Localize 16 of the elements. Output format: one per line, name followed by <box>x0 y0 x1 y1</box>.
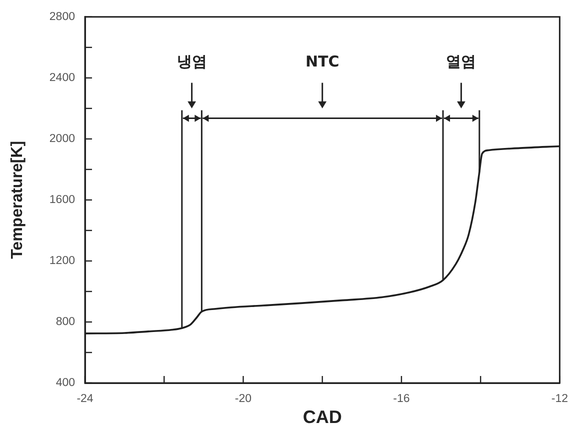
x-axis-title: CAD <box>302 407 342 428</box>
y-tick-label: 1200 <box>49 255 75 268</box>
y-axis-title: Temperature[K] <box>9 140 26 259</box>
y-tick-label: 2400 <box>49 72 75 84</box>
x-tick-label: -16 <box>393 393 410 406</box>
annotation: 냉염 <box>176 52 207 71</box>
annotation: 열염 <box>446 52 476 71</box>
x-tick-label: -20 <box>234 393 252 406</box>
y-tick-label: 400 <box>56 377 75 390</box>
y-tick-label: 800 <box>56 316 75 328</box>
x-tick-label: -24 <box>76 393 94 406</box>
y-tick-label: 1600 <box>49 194 75 206</box>
x-tick-label: -12 <box>551 393 568 406</box>
y-tick-label: 2800 <box>49 11 75 24</box>
y-tick-label: 2000 <box>49 133 75 146</box>
annotation: NTC <box>305 52 340 71</box>
